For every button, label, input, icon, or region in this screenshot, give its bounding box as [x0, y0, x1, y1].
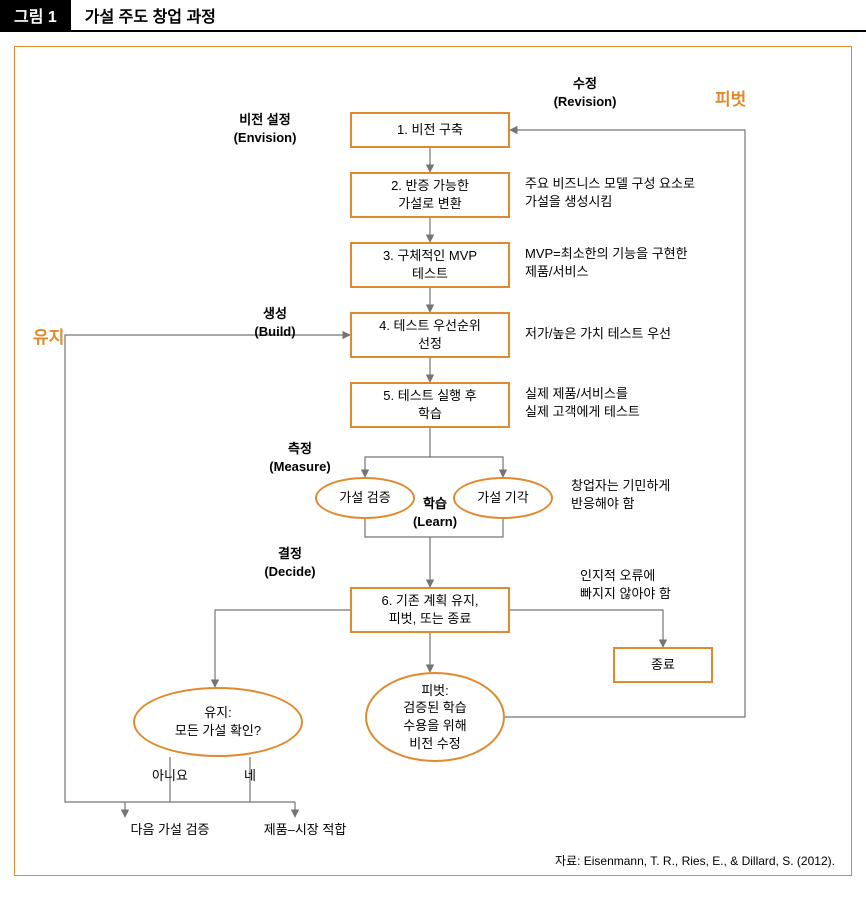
label-learn: 학습(Learn) — [405, 495, 465, 530]
node-n3: 3. 구체적인 MVP테스트 — [350, 242, 510, 288]
flowchart-canvas: 1. 비전 구축 2. 반증 가능한가설로 변환 3. 구체적인 MVP테스트 4. … — [14, 46, 852, 876]
node-n4: 4. 테스트 우선순위선정 — [350, 312, 510, 358]
label-decide: 결정(Decide) — [240, 545, 340, 580]
node-n7: 종료 — [613, 647, 713, 683]
label-measure: 측정(Measure) — [240, 440, 360, 475]
node-n2: 2. 반증 가능한가설로 변환 — [350, 172, 510, 218]
node-e1: 가설 검증 — [315, 477, 415, 519]
node-n1: 1. 비전 구축 — [350, 112, 510, 148]
label-ann6: 인지적 오류에빠지지 않아야 함 — [580, 567, 780, 602]
label-maintain: 유지 — [33, 327, 93, 350]
label-yes: 네 — [235, 767, 265, 785]
edge-5 — [430, 457, 503, 477]
node-e4: 피벗:검증된 학습수용을 위해비전 수정 — [365, 672, 505, 762]
label-fit: 제품–시장 적합 — [240, 821, 370, 839]
edge-10 — [510, 610, 663, 647]
node-n6: 6. 기존 계획 유지,피벗, 또는 종료 — [350, 587, 510, 633]
label-revision: 수정(Revision) — [525, 75, 645, 110]
edge-9 — [215, 610, 350, 687]
label-ann2: 주요 비즈니스 모델 구성 요소로가설을 생성시킴 — [525, 175, 745, 210]
edge-4 — [365, 428, 430, 477]
node-e3: 유지:모든 가설 확인? — [133, 687, 303, 757]
edge-11 — [505, 130, 745, 717]
label-ann_e2: 창업자는 기민하게반응해야 함 — [571, 477, 771, 512]
label-build: 생성(Build) — [235, 305, 315, 340]
canvas-wrap: 1. 비전 구축 2. 반증 가능한가설로 변환 3. 구체적인 MVP테스트 4. … — [0, 32, 866, 890]
label-next: 다음 가설 검증 — [105, 821, 235, 839]
label-ann4: 저가/높은 가치 테스트 우선 — [525, 325, 745, 343]
label-env: 비전 설정(Envision) — [210, 111, 320, 146]
node-n5: 5. 테스트 실행 후학습 — [350, 382, 510, 428]
label-no: 아니요 — [145, 767, 195, 785]
label-ann5: 실제 제품/서비스를실제 고객에게 테스트 — [525, 385, 745, 420]
node-e2: 가설 기각 — [453, 477, 553, 519]
figure-title: 가설 주도 창업 과정 — [85, 3, 216, 27]
figure-tag: 그림 1 — [0, 0, 71, 31]
label-ann3: MVP=최소한의 기능을 구현한제품/서비스 — [525, 245, 755, 280]
source-citation: 자료: Eisenmann, T. R., Ries, E., & Dillar… — [555, 852, 835, 869]
figure-header: 그림 1 가설 주도 창업 과정 — [0, 0, 866, 32]
label-pivot: 피벗 — [715, 89, 775, 112]
